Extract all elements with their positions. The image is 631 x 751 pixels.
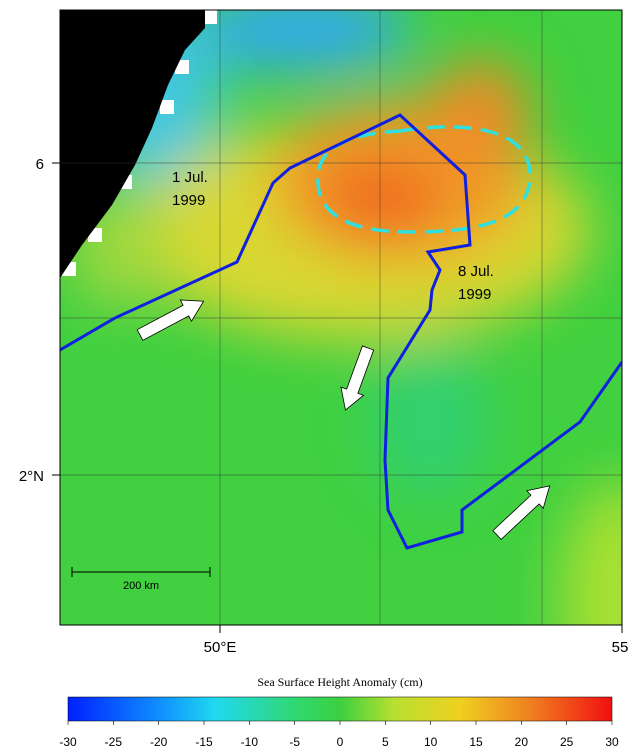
colorbar: [67, 696, 613, 722]
annotation: 1999: [172, 192, 205, 209]
y-label: 2°N: [19, 468, 44, 485]
colorbar-tick-label: 15: [469, 735, 483, 749]
annotation: 8 Jul.: [458, 263, 494, 280]
colorbar-tick-label: 20: [515, 735, 529, 749]
flow-arrows: [136, 299, 551, 540]
colorbar-tick-label: 25: [560, 735, 574, 749]
colorbar-tick-label: 0: [337, 735, 344, 749]
colorbar-tick-label: -10: [241, 735, 259, 749]
scale-bar: [71, 567, 211, 577]
x-label: 55: [612, 639, 629, 656]
colorbar-ticks: -30 -25 -20 -15 -10 -5 0 5 10 15 20 25 30: [59, 721, 619, 749]
colorbar-tick-label: -20: [150, 735, 168, 749]
eddy-outline: [316, 125, 532, 234]
colorbar-tick-label: 30: [605, 735, 619, 749]
annotation: 1999: [458, 286, 491, 303]
colorbar-title: Sea Surface Height Anomaly (cm): [257, 675, 422, 689]
drifter-track: [60, 113, 622, 550]
colorbar-tick-label: 5: [382, 735, 389, 749]
annotation: 1 Jul.: [172, 169, 208, 186]
colorbar-tick-label: -5: [289, 735, 300, 749]
colorbar-tick-label: 10: [424, 735, 438, 749]
x-label: 50°E: [204, 639, 237, 656]
sea-surface-field: 200 km 1 Jul. 1999 8 Jul. 1999: [60, 10, 622, 625]
y-label: 6: [36, 156, 44, 173]
colorbar-tick-label: -25: [105, 735, 123, 749]
map-frame: [59, 9, 623, 626]
coastline: [60, 10, 217, 278]
colorbar-tick-label: -15: [195, 735, 213, 749]
colorbar-tick-label: -30: [59, 735, 77, 749]
scale-bar-label: 200 km: [123, 580, 159, 592]
